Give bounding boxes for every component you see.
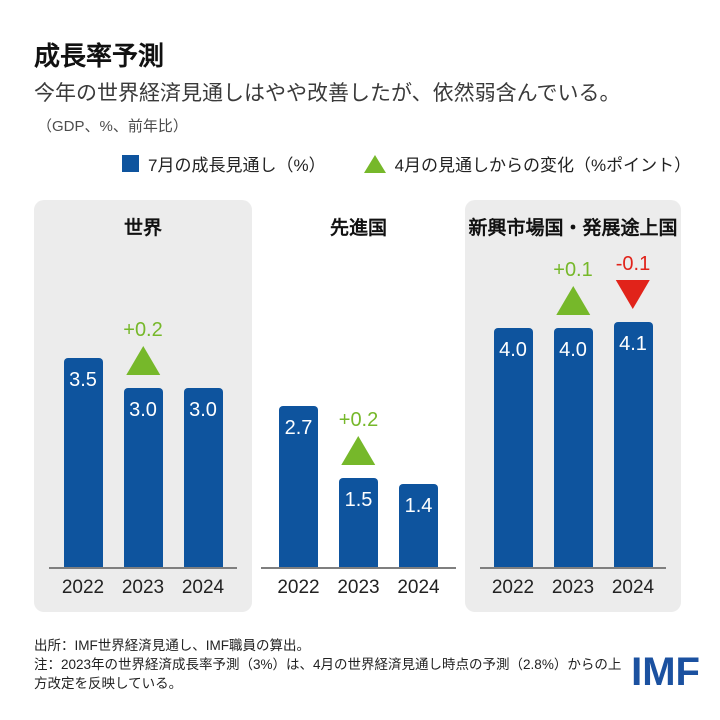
- bar-2023: 1.5 +0.2: [339, 409, 378, 568]
- chart-panels: 世界 3.5 3.0 +0.2 3.0 2022 2023 2024 先進国 2.7 1.5 +0.2…: [34, 200, 681, 612]
- year-label: 2024: [611, 577, 655, 598]
- bar-value-label: 1.5: [344, 489, 373, 511]
- legend-bars-label: 7月の成長見通し（%）: [148, 156, 326, 175]
- change-label: -0.1: [615, 253, 651, 275]
- up-triangle-icon: [555, 286, 590, 315]
- bar-2024: 4.1 -0.1: [613, 253, 653, 568]
- chart-panel: 先進国 2.7 1.5 +0.2 1.4 2022 2023 2024: [252, 200, 465, 612]
- bar-value-label: 2.7: [284, 417, 313, 439]
- year-label: 2023: [551, 577, 595, 598]
- year-label: 2023: [121, 577, 165, 598]
- legend-change-label: 4月の見通しからの変化（%ポイント）: [394, 156, 692, 175]
- up-triangle-icon: [125, 346, 160, 375]
- chart-panel: 新興市場国・発展途上国 4.0 4.0 +0.1 4.1 -0.1 2022 2023 2024: [465, 200, 681, 612]
- axis-line: [480, 567, 666, 569]
- legend-item-change: 4月の見通しからの変化（%ポイント）: [363, 151, 692, 176]
- year-label: 2024: [397, 577, 440, 598]
- imf-logo: IMF: [631, 650, 700, 694]
- plot-area: 2.7 1.5 +0.2 1.4: [261, 200, 456, 568]
- change-marker: -0.1: [616, 253, 650, 309]
- bar-value-label: 1.4: [404, 495, 433, 517]
- panel-title: 先進国: [329, 218, 387, 239]
- up-triangle-legend-icon: [363, 154, 386, 173]
- panel-title: 世界: [123, 218, 162, 239]
- plot-area: 3.5 3.0 +0.2 3.0: [49, 200, 237, 568]
- change-label: +0.2: [338, 409, 379, 431]
- bar-value-label: 3.0: [129, 399, 157, 421]
- bar-value-label: 4.0: [559, 339, 587, 361]
- up-triangle-icon: [341, 436, 376, 465]
- chart-panel: 世界 3.5 3.0 +0.2 3.0 2022 2023 2024: [34, 200, 252, 612]
- page-title: 成長率予測: [34, 41, 165, 71]
- bar-2022: 2.7: [279, 406, 318, 568]
- footnote: 注：2023年の世界経済成長率予測（3%）は、4月の世界経済見通し時点の予測（2…: [34, 657, 622, 691]
- change-label: +0.2: [123, 319, 163, 341]
- units-label: （GDP、%、前年比）: [37, 118, 188, 135]
- change-marker: +0.2: [123, 319, 163, 375]
- year-axis: 2022 2023 2024: [252, 577, 465, 599]
- down-triangle-icon: [616, 280, 650, 309]
- bar-value-label: 4.0: [499, 339, 527, 361]
- bar-2024: 1.4: [399, 484, 438, 568]
- legend: 7月の成長見通し（%） 4月の見通しからの変化（%ポイント）: [122, 151, 691, 176]
- year-label: 2022: [491, 577, 535, 598]
- plot-area: 4.0 4.0 +0.1 4.1 -0.1: [480, 200, 666, 568]
- bar-2022: 4.0: [493, 328, 533, 568]
- year-label: 2023: [337, 577, 380, 598]
- year-label: 2022: [61, 577, 105, 598]
- change-label: +0.1: [553, 259, 593, 281]
- panel-title: 新興市場国・発展途上国: [468, 218, 678, 239]
- axis-line: [261, 567, 456, 569]
- bar-legend-swatch-icon: [122, 155, 139, 172]
- bar-2023: 4.0 +0.1: [553, 259, 593, 568]
- bar-2022: 3.5: [63, 358, 103, 568]
- year-axis: 2022 2023 2024: [465, 577, 681, 599]
- axis-line: [49, 567, 237, 569]
- bar-2023: 3.0 +0.2: [123, 319, 163, 568]
- year-label: 2024: [181, 577, 225, 598]
- bar-value-label: 3.0: [189, 399, 217, 421]
- bar-2024: 3.0: [183, 388, 223, 568]
- footer: 出所：IMF世界経済見通し、IMF職員の算出。 注：2023年の世界経済成長率予…: [34, 636, 634, 693]
- year-axis: 2022 2023 2024: [34, 577, 252, 599]
- bar-value-label: 4.1: [619, 333, 647, 355]
- source-note: 出所：IMF世界経済見通し、IMF職員の算出。: [34, 638, 310, 653]
- change-marker: +0.1: [553, 259, 593, 315]
- change-marker: +0.2: [339, 409, 378, 465]
- bar-value-label: 3.5: [69, 369, 97, 391]
- year-label: 2022: [277, 577, 320, 598]
- legend-item-bars: 7月の成長見通し（%）: [122, 151, 326, 176]
- figure-subtitle: 今年の世界経済見通しはやや改善したが、依然弱含んでいる。: [34, 82, 621, 105]
